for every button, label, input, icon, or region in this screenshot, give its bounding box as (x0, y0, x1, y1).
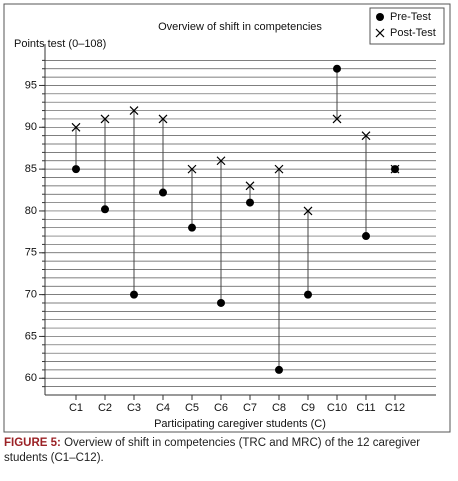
y-tick-label: 65 (25, 330, 37, 342)
post-point (100, 114, 110, 124)
pre-point (376, 13, 384, 21)
y-tick-label: 70 (25, 289, 37, 301)
frame (3, 3, 451, 433)
x-tick-label: C6 (214, 402, 228, 414)
post-point (303, 206, 313, 216)
pre-point (72, 165, 80, 174)
post-point (129, 106, 139, 115)
x-tick-label: C7 (243, 402, 257, 414)
x-tick-label: C2 (98, 402, 112, 414)
caption: FIGURE 5: Overview of shift in competenc… (4, 436, 450, 466)
y-tick-label: 75 (25, 247, 37, 259)
caption-text: Overview of shift in competencies (TRC a… (4, 437, 421, 464)
post-point (158, 114, 168, 124)
pre-point (217, 298, 225, 307)
y-tick-label: 80 (25, 205, 37, 217)
chart: Overview of shift in competencies Points… (3, 3, 451, 433)
post-point (216, 156, 226, 166)
x-tick-label: C4 (156, 402, 170, 414)
x-axis-label: Participating caregiver students (C) (154, 418, 326, 430)
post-point (274, 164, 284, 174)
y-tick-label: 95 (25, 79, 37, 91)
y-tick-label: 85 (25, 163, 37, 175)
y-axis-label: Points test (0–108) (14, 38, 106, 50)
pre-point (188, 223, 196, 232)
y-tick-label: 60 (25, 372, 37, 384)
pre-point (275, 365, 283, 374)
x-tick-label: C9 (301, 402, 315, 414)
post-point (390, 164, 400, 174)
post-point (375, 28, 385, 38)
x-tick-label: C3 (127, 402, 141, 414)
post-point (361, 131, 371, 141)
pre-point (159, 188, 167, 197)
pre-point (362, 232, 370, 241)
pre-point (304, 290, 312, 299)
x-tick-label: C5 (185, 402, 199, 414)
x-tick-label: C10 (327, 402, 347, 414)
post-point (332, 114, 342, 124)
post-point (187, 164, 197, 174)
pre-point (130, 290, 138, 299)
post-point (245, 181, 255, 191)
legend-label: Post-Test (390, 27, 436, 39)
caption-label: FIGURE 5: (4, 437, 61, 449)
pre-point (333, 64, 341, 73)
x-tick-label: C1 (69, 402, 83, 414)
x-tick-label: C11 (356, 402, 375, 414)
y-tick-label: 90 (25, 121, 37, 133)
legend-label: Pre-Test (390, 11, 431, 23)
pre-point (246, 198, 254, 207)
chart-title: Overview of shift in competencies (158, 21, 322, 33)
x-tick-label: C12 (385, 402, 405, 414)
post-point (71, 122, 81, 132)
pre-point (101, 205, 109, 214)
x-tick-label: C8 (272, 402, 286, 414)
